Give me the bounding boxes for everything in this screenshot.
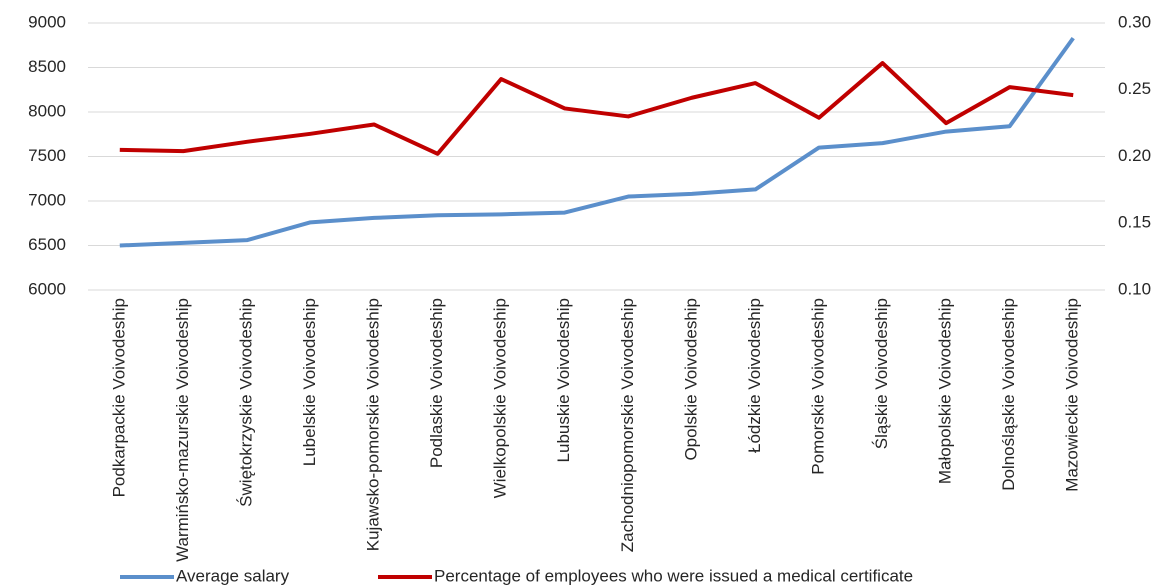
y2-tick-label: 0.15 (1118, 213, 1151, 232)
y-tick-label: 6000 (28, 279, 66, 298)
x-tick-label: Warmińsko-mazurskie Voivodeship (173, 298, 192, 562)
x-tick-label: Małopolskie Voivodeship (936, 298, 955, 484)
y2-tick-label: 0.10 (1118, 279, 1151, 298)
x-tick-label: Lubuskie Voivodeship (554, 298, 573, 462)
y2-tick-label: 0.30 (1118, 12, 1151, 31)
y-tick-label: 8000 (28, 101, 66, 120)
y-tick-label: 9000 (28, 12, 66, 31)
x-tick-label: Świętokrzyskie Voivodeship (236, 298, 255, 507)
x-tick-label: Opolskie Voivodeship (681, 298, 700, 461)
x-tick-label: Zachodniopomorskie Voivodeship (618, 298, 637, 552)
x-tick-label: Łódzkie Voivodeship (745, 298, 764, 453)
x-tick-label: Dolnośląskie Voivodeship (999, 298, 1018, 491)
x-tick-label: Podkarpackie Voivodeship (109, 298, 128, 497)
series-line (119, 36, 1075, 248)
y2-tick-label: 0.20 (1118, 146, 1151, 165)
x-tick-label: Lubelskie Voivodeship (300, 298, 319, 466)
x-tick-label: Podlaskie Voivodeship (427, 298, 446, 468)
x-tick-label: Wielkopolskie Voivodeship (491, 298, 510, 498)
x-tick-label: Śląskie Voivodeship (872, 298, 891, 449)
series-line (119, 61, 1074, 156)
y-tick-label: 7500 (28, 146, 66, 165)
x-tick-label: Pomorskie Voivodeship (808, 298, 827, 475)
legend-label: Average salary (176, 566, 290, 585)
y-tick-label: 8500 (28, 57, 66, 76)
y-tick-label: 7000 (28, 190, 66, 209)
x-tick-label: Mazowieckie Voivodeship (1063, 298, 1082, 492)
x-tick-label: Kujawsko-pomorskie Voivodeship (364, 298, 383, 551)
y-tick-label: 6500 (28, 235, 66, 254)
legend-label: Percentage of employees who were issued … (434, 566, 913, 585)
y2-tick-label: 0.25 (1118, 79, 1151, 98)
